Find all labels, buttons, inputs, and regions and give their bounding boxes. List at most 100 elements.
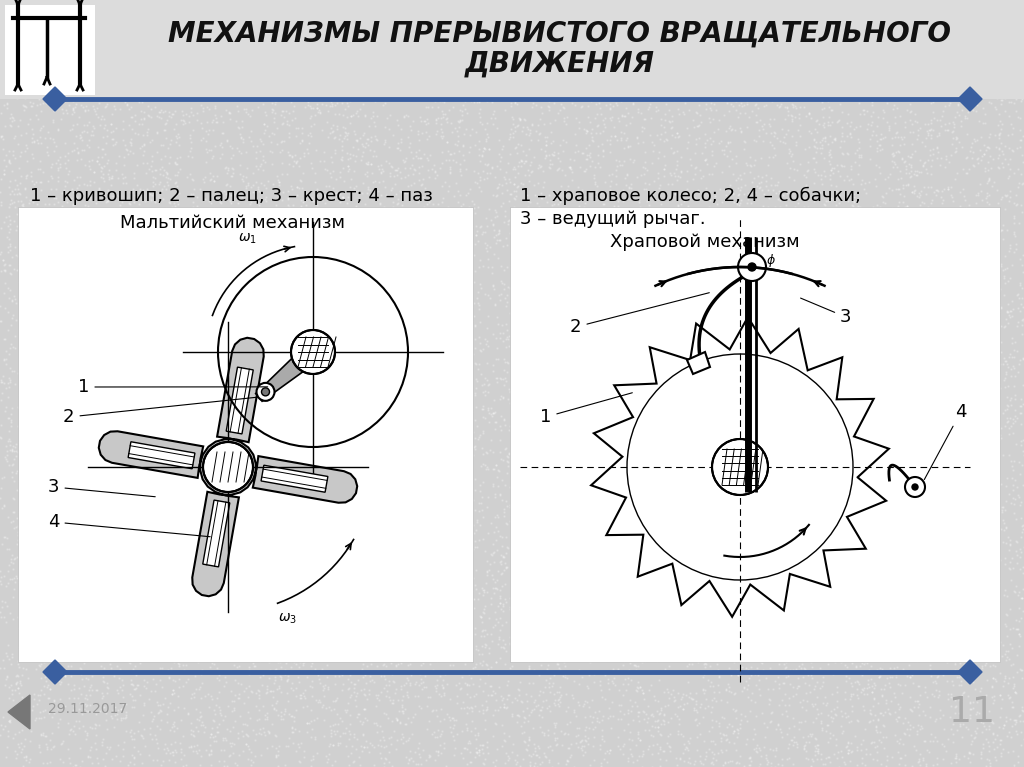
- Point: [852, 483, 868, 495]
- Point: [775, 250, 792, 262]
- Point: [953, 688, 970, 700]
- Point: [416, 513, 432, 525]
- Point: [730, 172, 746, 184]
- Point: [821, 416, 838, 429]
- Point: [383, 160, 399, 173]
- Point: [14, 662, 31, 674]
- Point: [106, 485, 123, 497]
- Point: [560, 390, 577, 402]
- Point: [120, 77, 136, 90]
- Point: [136, 138, 153, 150]
- Point: [944, 488, 961, 500]
- Point: [71, 255, 87, 267]
- Point: [228, 495, 245, 507]
- Point: [829, 416, 846, 429]
- Point: [912, 503, 929, 515]
- Point: [906, 43, 923, 55]
- Point: [70, 692, 86, 704]
- Point: [563, 4, 580, 16]
- Point: [841, 652, 857, 664]
- Point: [82, 744, 98, 756]
- Point: [504, 281, 520, 294]
- Point: [329, 725, 345, 737]
- Point: [38, 351, 54, 363]
- Point: [382, 2, 398, 14]
- Point: [503, 35, 519, 47]
- Point: [335, 162, 351, 174]
- Point: [979, 639, 995, 651]
- Point: [350, 472, 367, 484]
- Point: [564, 558, 581, 571]
- Point: [196, 459, 212, 471]
- Point: [213, 347, 229, 360]
- Point: [236, 570, 252, 582]
- Point: [814, 104, 830, 116]
- Point: [477, 35, 494, 48]
- Point: [102, 642, 119, 654]
- Point: [420, 279, 436, 291]
- Point: [221, 403, 238, 416]
- Point: [620, 170, 636, 182]
- Point: [258, 446, 274, 459]
- Point: [818, 699, 835, 711]
- Point: [349, 633, 366, 645]
- Point: [955, 750, 972, 762]
- Point: [489, 704, 506, 716]
- Point: [171, 0, 187, 8]
- Point: [305, 753, 322, 765]
- Point: [341, 234, 357, 246]
- Point: [714, 320, 730, 332]
- Point: [457, 677, 473, 690]
- Point: [359, 523, 376, 535]
- Point: [360, 208, 377, 220]
- Point: [712, 489, 728, 502]
- Point: [438, 391, 455, 403]
- Point: [928, 642, 944, 654]
- Point: [657, 558, 674, 570]
- Point: [205, 231, 221, 243]
- Point: [150, 372, 166, 384]
- Point: [42, 41, 58, 54]
- Point: [323, 121, 339, 133]
- Point: [155, 5, 171, 17]
- Point: [387, 600, 403, 612]
- Point: [476, 141, 493, 153]
- Point: [713, 653, 729, 666]
- Point: [954, 278, 971, 291]
- Point: [706, 98, 722, 110]
- Point: [1013, 168, 1024, 180]
- Point: [278, 584, 294, 596]
- Point: [896, 576, 912, 588]
- Point: [1009, 198, 1024, 210]
- Point: [409, 51, 425, 63]
- Point: [266, 261, 283, 273]
- Point: [706, 135, 722, 147]
- Point: [672, 590, 688, 602]
- Point: [462, 183, 478, 196]
- Point: [188, 28, 205, 40]
- Point: [28, 15, 44, 28]
- Point: [310, 459, 327, 471]
- Point: [660, 248, 677, 260]
- Point: [907, 562, 924, 574]
- Point: [245, 657, 261, 670]
- Point: [651, 263, 668, 275]
- Point: [787, 591, 804, 604]
- Point: [682, 432, 698, 444]
- Point: [557, 254, 573, 266]
- Point: [212, 481, 228, 493]
- Point: [366, 645, 382, 657]
- Point: [345, 375, 361, 387]
- Point: [273, 706, 290, 718]
- Point: [949, 390, 966, 403]
- Point: [802, 311, 818, 324]
- Point: [771, 243, 787, 255]
- Point: [125, 266, 141, 278]
- Point: [325, 463, 341, 476]
- Point: [839, 465, 855, 477]
- Point: [831, 551, 848, 564]
- Point: [517, 267, 534, 279]
- Point: [494, 549, 510, 561]
- Point: [282, 707, 298, 719]
- Point: [114, 466, 130, 479]
